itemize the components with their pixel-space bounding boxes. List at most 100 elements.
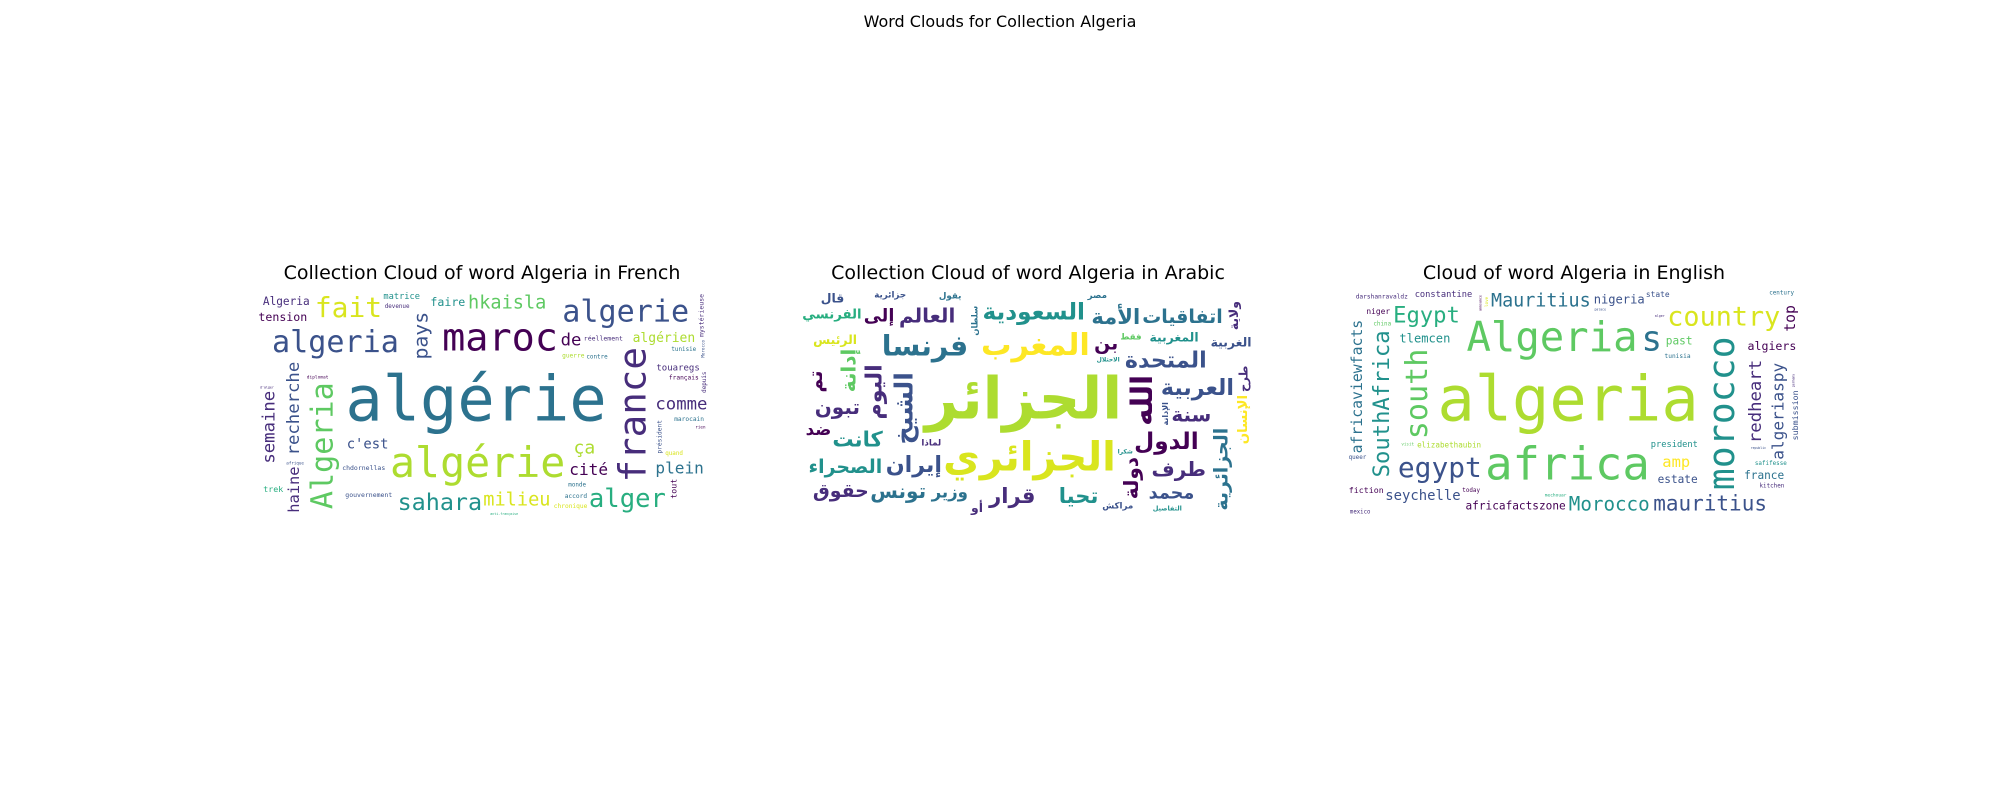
cloud-word: guerre (562, 353, 585, 360)
cloud-word: algeria (1437, 363, 1698, 436)
cloud-word: السعودية (982, 299, 1085, 326)
cloud-word: century (1769, 290, 1794, 296)
cloud-word: de (561, 330, 582, 350)
cloud-word: africa (1485, 437, 1650, 490)
cloud-word: المتحدة (1125, 348, 1207, 374)
cloud-word: Algeria (306, 382, 341, 509)
cloud-word: contre (586, 355, 608, 361)
cloud-word: devenue (385, 304, 410, 310)
cloud-word: الأمة (1091, 303, 1140, 329)
cloud-word: سنة (1171, 403, 1211, 427)
cloud-word: كانت (832, 427, 883, 452)
cloud-word: شكرا (1118, 449, 1133, 456)
cloud-word: algérie (345, 363, 606, 436)
cloud-word: mystérieuse (697, 294, 705, 337)
cloud-word: الرئيس (813, 332, 857, 347)
figure-title: Word Clouds for Collection Algeria (863, 12, 1137, 31)
cloud-word: الفرنسي (802, 307, 861, 322)
cloud-word: Algeria (1467, 313, 1638, 361)
cloud-word: nigeria (1594, 292, 1645, 306)
cloud-word: Morocco (1569, 492, 1650, 515)
cloud-word: إلى (864, 306, 895, 326)
cloud-word: تحيا (1059, 483, 1099, 508)
cloud-word: france (1744, 469, 1784, 482)
cloud-word: darshanravaldz (1356, 293, 1408, 300)
cloud-word: plein (655, 459, 703, 478)
english-cloud-title: Cloud of word Algeria in English (1422, 262, 1726, 284)
cloud-word: algerie (562, 294, 689, 329)
cloud-word: alger (1655, 314, 1665, 318)
cloud-word: الغربية (1211, 335, 1252, 350)
cloud-word: تبون (815, 395, 860, 419)
cloud-word: anti-française (490, 512, 518, 516)
cloud-word: milieu (483, 490, 550, 511)
cloud-word: الله (1125, 375, 1159, 426)
cloud-word: طرح (1237, 365, 1252, 392)
cloud-word: الدول (1134, 428, 1199, 455)
cloud-word: faire (430, 295, 465, 309)
cloud-word: alger (589, 484, 666, 514)
cloud-word: réellement (584, 335, 623, 343)
cloud-word: fiction (1349, 485, 1384, 495)
cloud-word: semaine (260, 391, 280, 464)
cloud-word: state (1646, 290, 1670, 299)
cloud-word: tunisia (1665, 353, 1691, 360)
cloud-word: cité (569, 460, 608, 479)
cloud-word: قال (821, 290, 845, 305)
cloud-word: egypt (1398, 451, 1482, 484)
cloud-word: إيران (886, 452, 942, 478)
cloud-word: بن (1094, 332, 1118, 354)
cloud-word: elizabethaubin (1417, 440, 1481, 449)
cloud-word: الجزائر (922, 365, 1122, 434)
cloud-word: sahara (398, 488, 483, 516)
cloud-word: جزائرية (874, 291, 906, 301)
cloud-word: recherche (284, 362, 304, 456)
cloud-word: فرنسا (882, 329, 968, 362)
cloud-word: fait (315, 291, 382, 324)
cloud-word: مراكش (1102, 501, 1133, 511)
cloud-word: love (1484, 296, 1489, 307)
cloud-word: redheart (1746, 360, 1766, 443)
cloud-word: monde (568, 482, 586, 488)
cloud-word: afrique (286, 460, 304, 465)
cloud-word: أو (970, 500, 983, 515)
cloud-word: d'alger (260, 386, 274, 390)
cloud-word: comme (655, 395, 707, 415)
cloud-word: المغربية (1149, 329, 1198, 344)
cloud-word: المغرب (981, 328, 1090, 363)
cloud-word: algérien (633, 331, 696, 346)
cloud-word: hkaisla (468, 292, 546, 313)
cloud-word: morocco (1700, 336, 1743, 490)
cloud-word: marocain (674, 416, 704, 423)
cloud-word: مصر (1087, 291, 1107, 301)
cloud-word: constantine (1415, 290, 1473, 300)
cloud-word: s (1641, 320, 1662, 360)
cloud-word: republic (1751, 446, 1766, 450)
cloud-word: SouthAfrica (1369, 330, 1395, 477)
cloud-word: niger (1366, 307, 1390, 316)
cloud-word: seychelle (1385, 488, 1460, 504)
cloud-word: mauritius (1653, 492, 1767, 516)
cloud-word: country (1667, 301, 1780, 332)
cloud-word: maroc (442, 315, 558, 360)
cloud-word: south (1400, 349, 1435, 440)
cloud-word: announce (1479, 295, 1483, 311)
cloud-word: estate (1658, 473, 1698, 486)
cloud-word: français (669, 374, 699, 381)
cloud-word: mexico (1350, 510, 1371, 516)
cloud-word: اتفاقيات (1142, 306, 1222, 328)
arabic-cloud-title: Collection Cloud of word Algeria in Arab… (831, 262, 1225, 284)
cloud-word: حقوق (813, 480, 869, 502)
french-word-cloud: algérie algérie maroc france algeria Algeria a… (256, 290, 708, 516)
cloud-word: chronique (554, 503, 588, 510)
cloud-word: submission (1790, 390, 1800, 440)
cloud-word: germany (1791, 374, 1795, 388)
cloud-word: queer (1349, 455, 1367, 461)
cloud-word: president (1651, 440, 1698, 450)
french-cloud-canvas: algériealgériemarocfrancealgeriaAlgeriaa… (258, 291, 708, 516)
cloud-word: التفاصيل (1153, 505, 1182, 513)
cloud-word: العربية (1161, 375, 1234, 401)
cloud-word: kitchen (1760, 483, 1785, 489)
